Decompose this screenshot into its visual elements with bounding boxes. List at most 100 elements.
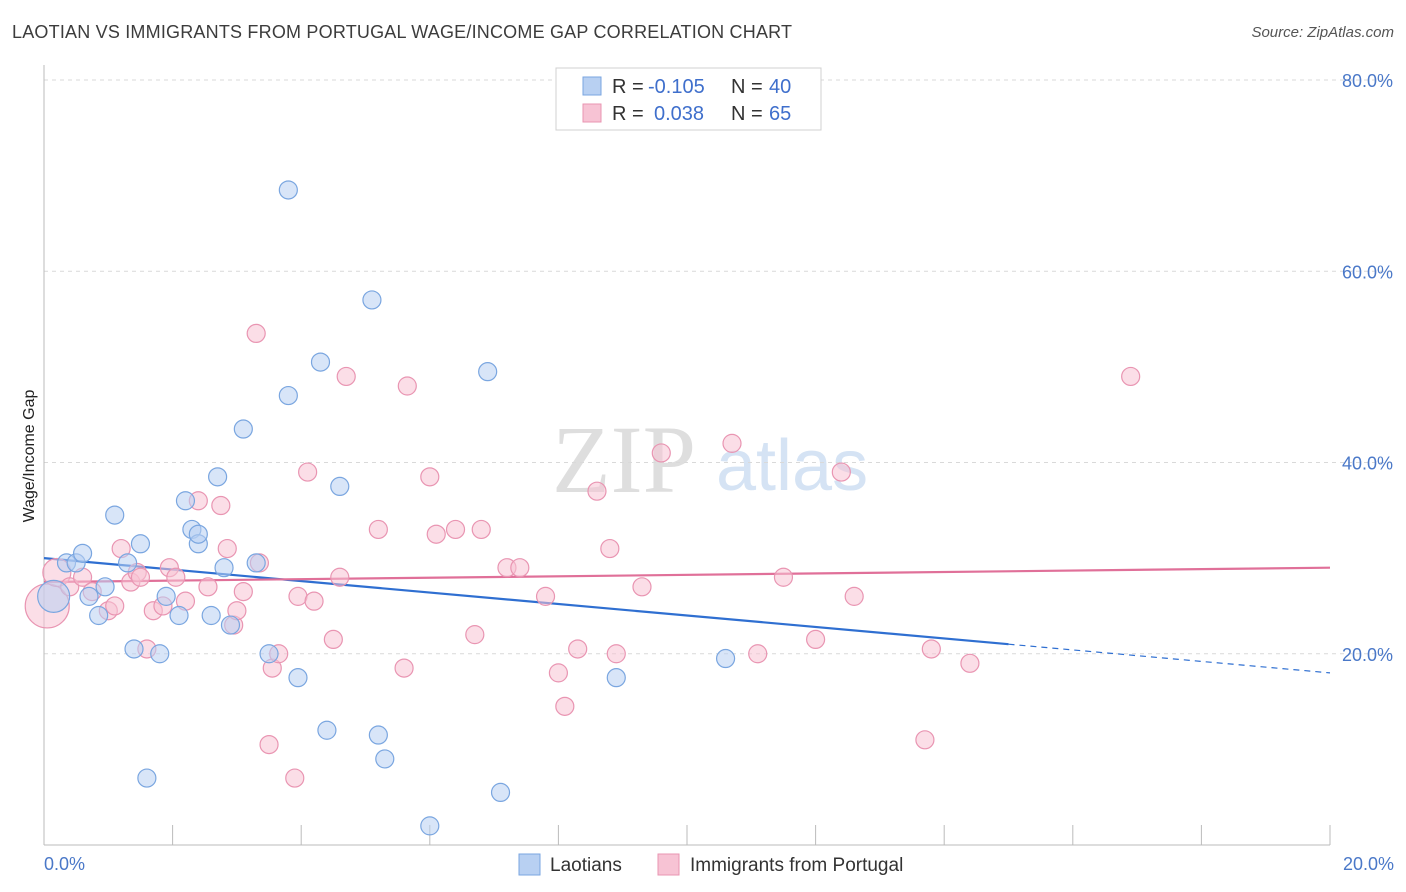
chart-source: Source: ZipAtlas.com [1251, 24, 1394, 41]
laotian-point-39 [188, 524, 208, 544]
y-tick-label-60: 60.0% [1342, 262, 1393, 282]
portugal-point-44 [548, 663, 569, 683]
portugal-point-41 [471, 519, 491, 540]
laotian-point-3 [72, 543, 93, 563]
laotian-point-0 [37, 579, 71, 613]
portugal-point-54 [773, 567, 794, 587]
legend-r-value-1: -0.105 [648, 76, 705, 98]
laotian-point-22 [233, 419, 253, 439]
portugal-point-61 [1121, 366, 1141, 387]
series-legend: Laotians Immigrants from Portugal [518, 853, 903, 876]
trend-lines [43, 557, 1331, 674]
y-tick-label-20: 20.0% [1342, 645, 1393, 665]
portugal-point-29 [298, 462, 318, 482]
portugal-point-30 [304, 591, 324, 611]
portugal-point-52 [722, 433, 742, 453]
laotian-point-8 [117, 553, 138, 573]
laotian-point-15 [175, 491, 196, 511]
laotian-point-25 [278, 385, 298, 406]
portugal-point-43 [535, 586, 556, 606]
laotian-point-37 [606, 668, 626, 688]
laotian-trend-line [43, 557, 1009, 646]
portugal-point-45 [555, 696, 575, 716]
laotian-point-34 [420, 816, 440, 836]
portugal-point-33 [336, 366, 356, 387]
laotian-point-20 [214, 558, 234, 578]
portugal-point-27 [285, 768, 305, 788]
laotian-point-28 [310, 352, 331, 372]
laotian-point-12 [150, 644, 170, 664]
portugal-point-49 [606, 644, 626, 664]
portugal-point-40 [465, 625, 485, 645]
portugal-point-48 [600, 538, 620, 559]
laotian-point-24 [259, 644, 279, 664]
laotian-point-32 [368, 725, 388, 745]
legend-r-label-1: R = [612, 76, 644, 98]
portugal-point-34 [368, 519, 388, 540]
legend-swatch-laotians [582, 76, 602, 96]
portugal-point-21 [233, 581, 253, 602]
portugal-point-6 [105, 596, 125, 616]
laotian-point-35 [478, 362, 498, 382]
laotian-point-10 [124, 639, 144, 659]
laotian-point-13 [156, 586, 176, 606]
legend-n-value-1: 40 [769, 76, 791, 98]
watermark-zip: ZIP [552, 406, 696, 513]
portugal-point-19 [217, 538, 237, 559]
legend-n-value-2: 65 [769, 103, 791, 125]
x-tick-label-max: 20.0% [1343, 854, 1394, 874]
portugal-point-37 [420, 467, 440, 487]
portugal-point-32 [330, 567, 350, 587]
portugal-point-22 [246, 323, 266, 344]
bottom-legend-laotians: Laotians [550, 855, 622, 876]
legend-n-label-1: N = [731, 76, 763, 98]
laotian-point-5 [89, 605, 109, 626]
laotian-point-26 [278, 180, 298, 200]
y-tick-label-80: 80.0% [1342, 71, 1393, 91]
laotian-point-30 [330, 476, 350, 497]
laotian-point-29 [317, 720, 337, 740]
chart-title: LAOTIAN VS IMMIGRANTS FROM PORTUGAL WAGE… [12, 22, 793, 42]
data-points [24, 180, 1141, 836]
laotian-point-36 [490, 782, 511, 803]
portugal-point-51 [651, 443, 671, 463]
stats-legend: R = -0.105 N = 40 R = 0.038 N = 65 [555, 67, 822, 131]
legend-swatch-portugal [582, 103, 602, 123]
laotian-point-4 [79, 586, 99, 606]
portugal-point-55 [805, 629, 826, 650]
bottom-legend-swatch-laotians [518, 853, 541, 876]
portugal-trend-line [43, 566, 1331, 584]
portugal-point-24 [259, 734, 279, 755]
laotian-point-6 [95, 577, 115, 597]
portugal-point-39 [445, 519, 466, 540]
laotian-point-11 [137, 768, 157, 788]
portugal-point-58 [915, 730, 935, 750]
portugal-point-28 [288, 586, 308, 606]
laotian-point-31 [362, 290, 382, 310]
laotian-point-18 [201, 605, 221, 626]
x-tick-label-min: 0.0% [44, 854, 85, 874]
grid-lines [44, 79, 1392, 655]
legend-n-label-2: N = [731, 103, 763, 125]
portugal-point-36 [397, 376, 417, 396]
portugal-point-62 [510, 558, 530, 578]
laotian-point-27 [288, 668, 308, 688]
portugal-point-18 [211, 495, 231, 516]
axes: 20.0% 40.0% 60.0% 80.0% [43, 65, 1393, 846]
laotian-point-9 [130, 534, 151, 554]
portugal-point-47 [587, 481, 607, 501]
y-axis-label: Wage/Income Gap [21, 390, 38, 523]
bottom-legend-portugal: Immigrants from Portugal [690, 855, 903, 876]
laotian-point-38 [715, 648, 736, 669]
laotian-point-19 [208, 467, 228, 487]
portugal-point-63 [130, 567, 151, 587]
laotian-point-7 [105, 505, 125, 525]
y-tick-label-40: 40.0% [1342, 454, 1393, 474]
legend-r-value-2: 0.038 [654, 103, 704, 125]
portugal-point-17 [198, 577, 218, 597]
portugal-point-53 [748, 644, 768, 664]
legend-r-label-2: R = [612, 103, 644, 125]
laotian-trend-extension [1008, 643, 1331, 674]
portugal-point-60 [960, 653, 980, 673]
